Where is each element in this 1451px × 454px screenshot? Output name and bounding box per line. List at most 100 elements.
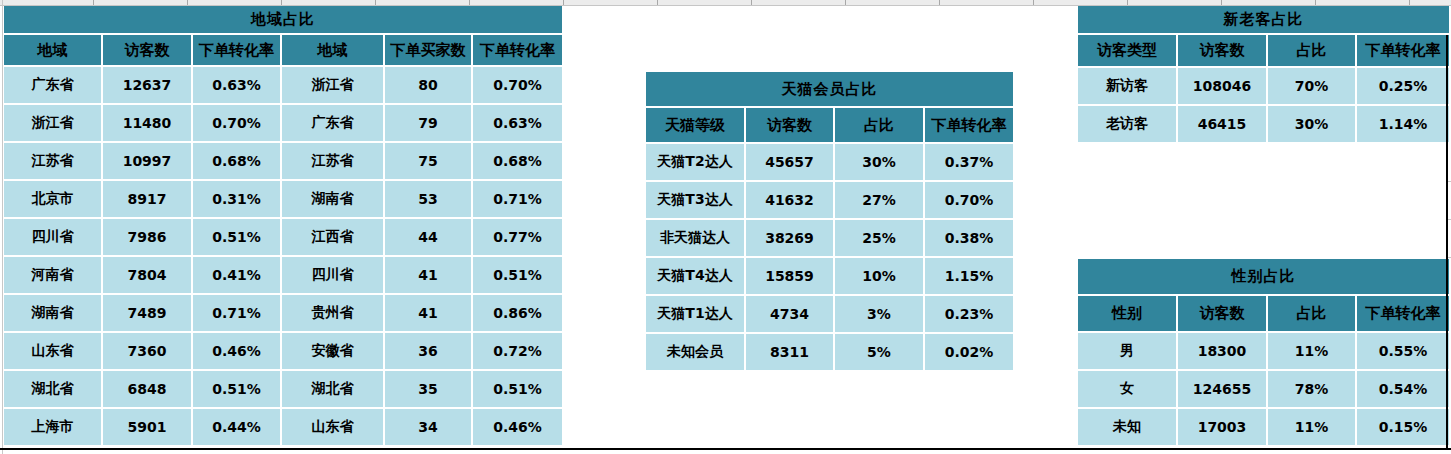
data-cell[interactable]: 70% (1268, 68, 1357, 106)
data-cell[interactable]: 0.23% (925, 296, 1015, 334)
data-cell[interactable]: 0.70% (473, 67, 564, 105)
data-cell[interactable]: 0.44% (193, 409, 282, 447)
data-cell[interactable]: 6848 (103, 371, 193, 409)
data-cell[interactable]: 78% (1268, 371, 1357, 409)
data-cell[interactable]: 0.70% (193, 105, 282, 143)
data-cell[interactable]: 11% (1268, 409, 1357, 447)
visitor-type-table-title[interactable]: 新老客占比 (1078, 6, 1451, 35)
data-cell[interactable]: 北京市 (4, 181, 103, 219)
data-cell[interactable]: 新访客 (1078, 68, 1178, 106)
data-cell[interactable]: 17003 (1178, 409, 1268, 447)
data-cell[interactable]: 0.71% (473, 181, 564, 219)
data-cell[interactable]: 41632 (746, 182, 835, 220)
data-cell[interactable]: 0.25% (1357, 68, 1451, 106)
data-cell[interactable]: 天猫T4达人 (646, 258, 746, 296)
header-cell[interactable]: 访客数 (1178, 35, 1268, 68)
gender-table-title[interactable]: 性别占比 (1078, 259, 1451, 296)
header-cell[interactable]: 占比 (835, 108, 925, 144)
header-cell[interactable]: 占比 (1268, 35, 1357, 68)
data-cell[interactable]: 贵州省 (282, 295, 385, 333)
data-cell[interactable]: 34 (385, 409, 473, 447)
data-cell[interactable]: 0.54% (1357, 371, 1451, 409)
header-cell[interactable]: 下单买家数 (385, 35, 473, 67)
data-cell[interactable]: 1.14% (1357, 106, 1451, 144)
data-cell[interactable]: 0.46% (193, 333, 282, 371)
data-cell[interactable]: 3% (835, 296, 925, 334)
data-cell[interactable]: 1.15% (925, 258, 1015, 296)
data-cell[interactable]: 5% (835, 334, 925, 372)
data-cell[interactable]: 38269 (746, 220, 835, 258)
data-cell[interactable]: 15859 (746, 258, 835, 296)
data-cell[interactable]: 河南省 (4, 257, 103, 295)
data-cell[interactable]: 天猫T1达人 (646, 296, 746, 334)
data-cell[interactable]: 41 (385, 295, 473, 333)
data-cell[interactable]: 0.68% (473, 143, 564, 181)
data-cell[interactable]: 四川省 (282, 257, 385, 295)
data-cell[interactable]: 四川省 (4, 219, 103, 257)
data-cell[interactable]: 湖北省 (4, 371, 103, 409)
data-cell[interactable]: 山东省 (282, 409, 385, 447)
data-cell[interactable]: 10% (835, 258, 925, 296)
data-cell[interactable]: 江苏省 (282, 143, 385, 181)
data-cell[interactable]: 湖北省 (282, 371, 385, 409)
data-cell[interactable]: 女 (1078, 371, 1178, 409)
header-cell[interactable]: 地域 (4, 35, 103, 67)
data-cell[interactable]: 7489 (103, 295, 193, 333)
data-cell[interactable]: 0.37% (925, 144, 1015, 182)
data-cell[interactable]: 0.72% (473, 333, 564, 371)
data-cell[interactable]: 0.51% (193, 219, 282, 257)
data-cell[interactable]: 非天猫达人 (646, 220, 746, 258)
data-cell[interactable]: 35 (385, 371, 473, 409)
data-cell[interactable]: 7986 (103, 219, 193, 257)
data-cell[interactable]: 江苏省 (4, 143, 103, 181)
data-cell[interactable]: 0.41% (193, 257, 282, 295)
data-cell[interactable]: 41 (385, 257, 473, 295)
header-cell[interactable]: 天猫等级 (646, 108, 746, 144)
data-cell[interactable]: 11480 (103, 105, 193, 143)
header-cell[interactable]: 地域 (282, 35, 385, 67)
data-cell[interactable]: 湖南省 (282, 181, 385, 219)
data-cell[interactable]: 12637 (103, 67, 193, 105)
region-table-title[interactable]: 地域占比 (4, 6, 564, 35)
data-cell[interactable]: 79 (385, 105, 473, 143)
data-cell[interactable]: 108046 (1178, 68, 1268, 106)
data-cell[interactable]: 广东省 (4, 67, 103, 105)
data-cell[interactable]: 7360 (103, 333, 193, 371)
data-cell[interactable]: 0.02% (925, 334, 1015, 372)
data-cell[interactable]: 0.77% (473, 219, 564, 257)
data-cell[interactable]: 18300 (1178, 333, 1268, 371)
data-cell[interactable]: 53 (385, 181, 473, 219)
data-cell[interactable]: 36 (385, 333, 473, 371)
header-cell[interactable]: 下单转化率 (473, 35, 564, 67)
data-cell[interactable]: 未知 (1078, 409, 1178, 447)
data-cell[interactable]: 浙江省 (4, 105, 103, 143)
data-cell[interactable]: 75 (385, 143, 473, 181)
data-cell[interactable]: 0.63% (473, 105, 564, 143)
header-cell[interactable]: 访客数 (746, 108, 835, 144)
header-cell[interactable]: 下单转化率 (1357, 35, 1451, 68)
header-cell[interactable]: 占比 (1268, 296, 1357, 333)
data-cell[interactable]: 5901 (103, 409, 193, 447)
data-cell[interactable]: 0.51% (473, 371, 564, 409)
data-cell[interactable]: 8917 (103, 181, 193, 219)
data-cell[interactable]: 80 (385, 67, 473, 105)
data-cell[interactable]: 未知会员 (646, 334, 746, 372)
data-cell[interactable]: 湖南省 (4, 295, 103, 333)
header-cell[interactable]: 访客数 (103, 35, 193, 67)
data-cell[interactable]: 25% (835, 220, 925, 258)
data-cell[interactable]: 0.15% (1357, 409, 1451, 447)
data-cell[interactable]: 8311 (746, 334, 835, 372)
tmall-member-table-title[interactable]: 天猫会员占比 (646, 72, 1015, 108)
data-cell[interactable]: 男 (1078, 333, 1178, 371)
data-cell[interactable]: 安徽省 (282, 333, 385, 371)
data-cell[interactable]: 浙江省 (282, 67, 385, 105)
data-cell[interactable]: 广东省 (282, 105, 385, 143)
data-cell[interactable]: 0.71% (193, 295, 282, 333)
data-cell[interactable]: 江西省 (282, 219, 385, 257)
data-cell[interactable]: 0.51% (473, 257, 564, 295)
header-cell[interactable]: 下单转化率 (925, 108, 1015, 144)
data-cell[interactable]: 45657 (746, 144, 835, 182)
data-cell[interactable]: 46415 (1178, 106, 1268, 144)
data-cell[interactable]: 0.51% (193, 371, 282, 409)
data-cell[interactable]: 10997 (103, 143, 193, 181)
